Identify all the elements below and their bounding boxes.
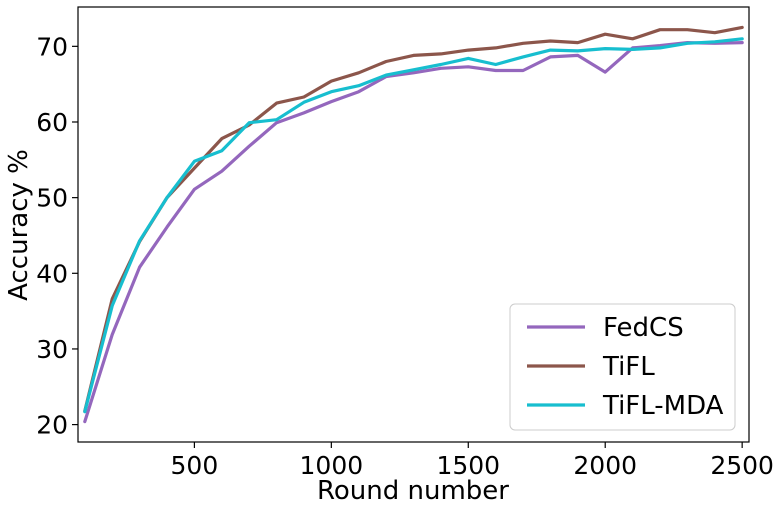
series-line-tifl bbox=[83, 25, 744, 413]
x-tick-label: 2000 bbox=[573, 451, 637, 480]
x-axis-label: Round number bbox=[317, 476, 509, 506]
x-tick-label: 1000 bbox=[300, 451, 364, 480]
y-axis-label: Accuracy % bbox=[4, 149, 34, 301]
x-tick-label: 1500 bbox=[436, 451, 500, 480]
y-tick-label: 70 bbox=[36, 32, 68, 61]
legend-label: TiFL-MDA bbox=[602, 391, 724, 421]
legend-label: TiFL bbox=[602, 352, 655, 382]
legend-box bbox=[509, 303, 736, 431]
y-tick-label: 30 bbox=[36, 335, 68, 364]
x-tick-label: 2500 bbox=[710, 451, 774, 480]
y-tick-label: 40 bbox=[36, 259, 68, 288]
y-axis: 20 30 40 50 60 70 bbox=[36, 32, 78, 440]
y-tick-label: 60 bbox=[36, 108, 68, 137]
legend-items: FedCS TiFL TiFL-MDA bbox=[527, 313, 724, 421]
legend: FedCS TiFL TiFL-MDA bbox=[509, 303, 736, 431]
plot-frame bbox=[77, 6, 750, 443]
y-tick-label: 20 bbox=[36, 411, 68, 440]
series-line-tifl-mda bbox=[83, 37, 744, 414]
series-lines bbox=[83, 25, 744, 424]
x-axis: 500 1000 1500 2000 2500 bbox=[171, 442, 774, 480]
y-tick-label: 50 bbox=[36, 184, 68, 213]
legend-label: FedCS bbox=[603, 313, 684, 343]
x-tick-label: 500 bbox=[171, 451, 219, 480]
